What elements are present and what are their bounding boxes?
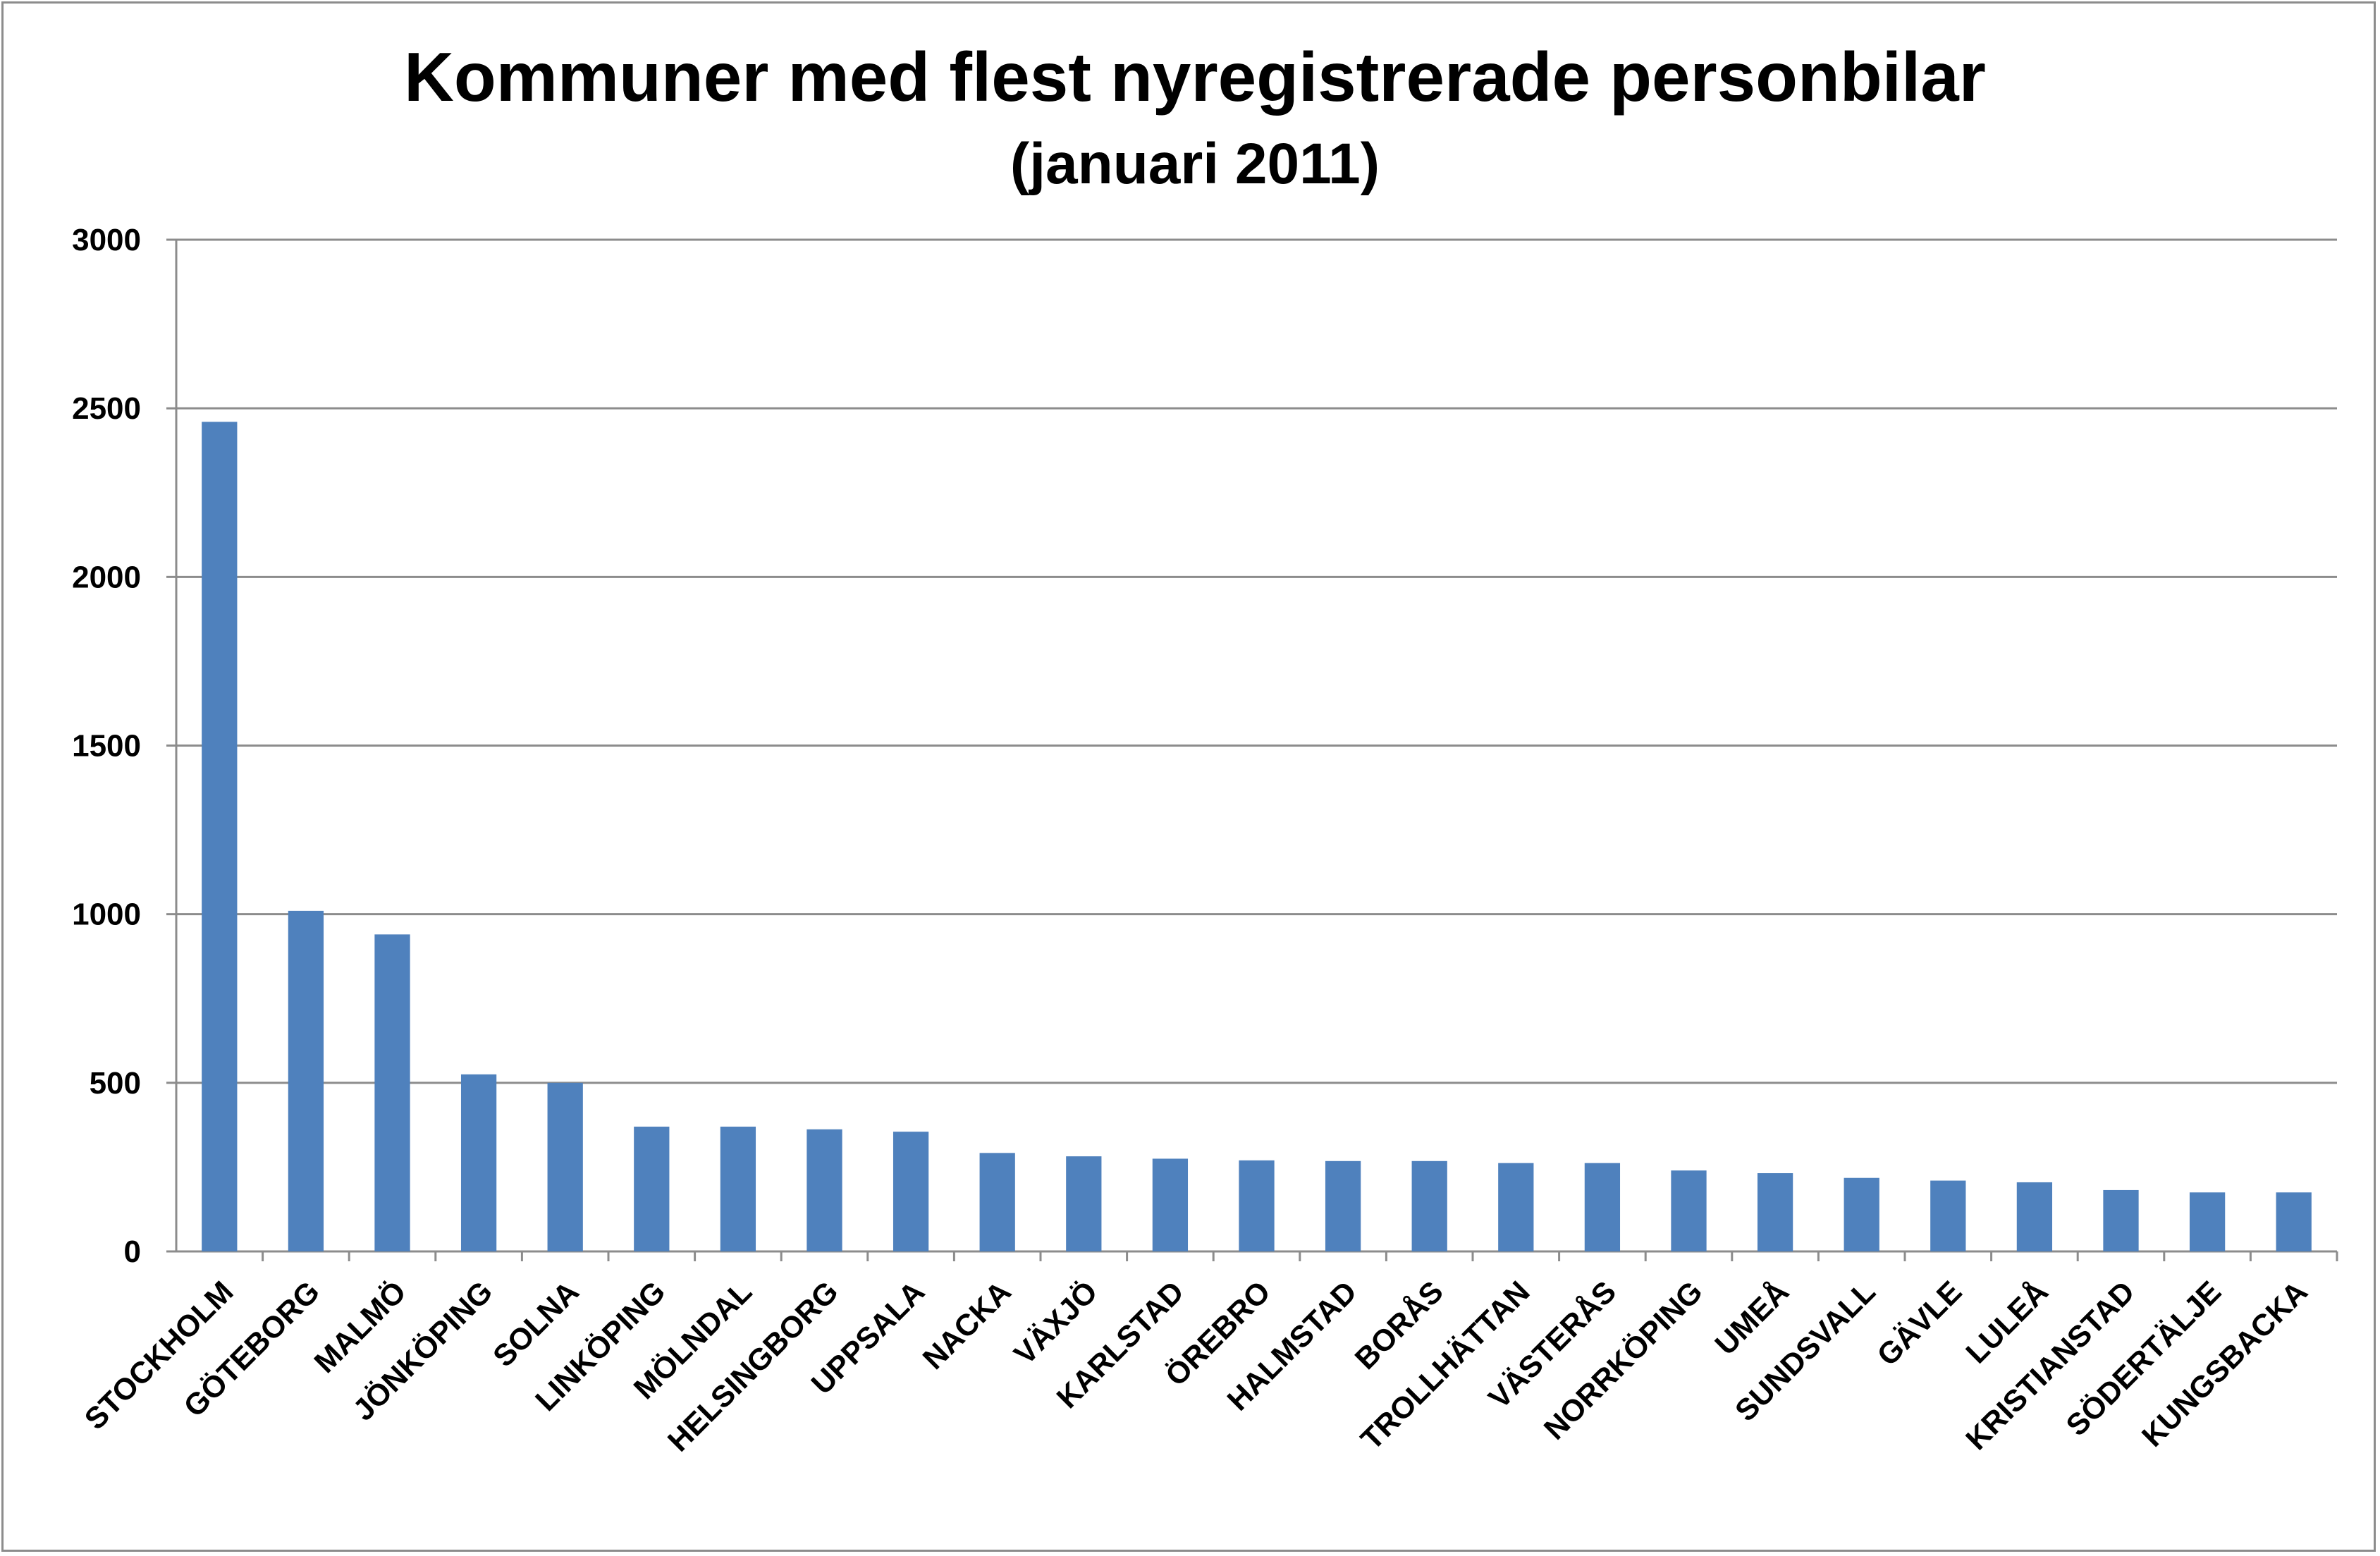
bar xyxy=(1757,1173,1793,1251)
axes xyxy=(175,240,2338,1261)
bar xyxy=(202,422,238,1251)
bar xyxy=(1584,1163,1621,1251)
y-tick-label: 2000 xyxy=(72,560,141,594)
bar xyxy=(1671,1170,1707,1251)
bar xyxy=(2016,1182,2053,1251)
bar xyxy=(1325,1160,1361,1251)
x-tick-label: SÖDERTÄLJE xyxy=(2060,1275,2228,1442)
bar xyxy=(547,1082,583,1251)
y-tick-label: 500 xyxy=(90,1066,141,1101)
bar-chart: Kommuner med flest nyregistrerade person… xyxy=(72,38,2338,1458)
bar xyxy=(2103,1189,2139,1251)
bar xyxy=(634,1127,670,1251)
bar xyxy=(979,1153,1015,1251)
x-tick-label: UMEÅ xyxy=(1709,1275,1796,1361)
y-tick-label: 1000 xyxy=(72,898,141,932)
bar xyxy=(720,1127,756,1251)
bar xyxy=(892,1132,929,1251)
x-tick-label: NORRKÖPING xyxy=(1538,1275,1709,1446)
chart-subtitle: (januari 2011) xyxy=(1010,132,1380,196)
bar xyxy=(1930,1180,1966,1251)
y-tick-label: 2500 xyxy=(72,391,141,426)
bar xyxy=(1152,1158,1189,1251)
bar xyxy=(1066,1156,1102,1251)
y-tick-labels: 0 500 1000 1500 2000 2500 3000 xyxy=(72,223,141,1269)
x-tick-label: GÄVLE xyxy=(1871,1275,1969,1373)
bar xyxy=(460,1074,497,1251)
gridlines xyxy=(166,238,2337,1253)
bar xyxy=(2276,1192,2312,1251)
bar xyxy=(1844,1177,1879,1251)
y-tick-label: 3000 xyxy=(72,223,141,257)
bar xyxy=(374,934,410,1251)
bar xyxy=(1411,1160,1447,1251)
x-tick-labels: STOCKHOLMGÖTEBORGMALMÖJÖNKÖPINGSOLNALINK… xyxy=(78,1275,2314,1458)
y-tick-label: 0 xyxy=(124,1235,141,1269)
chart-title: Kommuner med flest nyregistrerade person… xyxy=(404,38,1986,116)
y-tick-label: 1500 xyxy=(72,729,141,764)
bar xyxy=(288,910,324,1251)
bar xyxy=(1498,1163,1534,1251)
x-tick-label: NACKA xyxy=(916,1275,1018,1376)
bar xyxy=(1239,1160,1275,1251)
bar xyxy=(806,1129,842,1251)
bar xyxy=(2189,1192,2226,1251)
x-tick-label: STOCKHOLM xyxy=(78,1275,240,1436)
bars xyxy=(202,422,2312,1251)
